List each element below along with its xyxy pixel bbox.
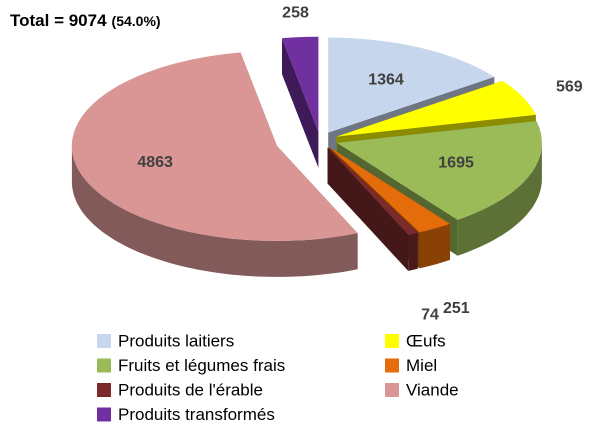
title: Total = 9074: [10, 11, 107, 30]
legend-label: Produits laitiers: [118, 331, 234, 350]
slice-top: [282, 36, 319, 132]
slice-side: [419, 223, 450, 269]
legend-label: Œufs: [406, 331, 446, 350]
legend-swatch: [385, 383, 399, 397]
legend-label: Miel: [406, 356, 437, 375]
slice: [71, 52, 358, 277]
slice-cut: [327, 147, 409, 271]
slice-top: [327, 147, 418, 235]
legend-swatch: [385, 334, 399, 348]
legend-swatch: [385, 358, 399, 373]
chart-title: Total = 9074 (54.0%): [10, 11, 161, 30]
value-label: 258: [282, 5, 309, 22]
slice-top: [328, 37, 495, 133]
legend-swatch: [97, 358, 111, 373]
slice: [327, 147, 418, 271]
subtitle: (54.0%): [112, 13, 161, 29]
slice-side: [71, 145, 358, 277]
value-label: 1364: [368, 71, 404, 88]
slice-top: [71, 52, 358, 241]
legend-label: Produits de l'érable: [118, 380, 263, 399]
slice-side: [408, 232, 418, 271]
legend-swatch: [97, 334, 111, 348]
slice-top: [336, 121, 542, 220]
value-label: 569: [556, 78, 583, 95]
slice-top: [329, 147, 450, 233]
value-label: 4863: [137, 154, 173, 171]
legend-swatch: [97, 383, 111, 397]
slice-cut: [282, 38, 319, 168]
value-label: 74: [421, 306, 439, 323]
value-label: 1695: [438, 155, 474, 172]
legend-label: Fruits et légumes frais: [118, 356, 285, 375]
value-label: 251: [443, 300, 470, 317]
slice-side: [457, 142, 542, 256]
slice-top: [336, 80, 536, 137]
legend-swatch: [97, 407, 111, 422]
legend-label: Viande: [406, 380, 459, 399]
slice: [282, 36, 319, 168]
legend-label: Produits transformés: [118, 405, 275, 424]
